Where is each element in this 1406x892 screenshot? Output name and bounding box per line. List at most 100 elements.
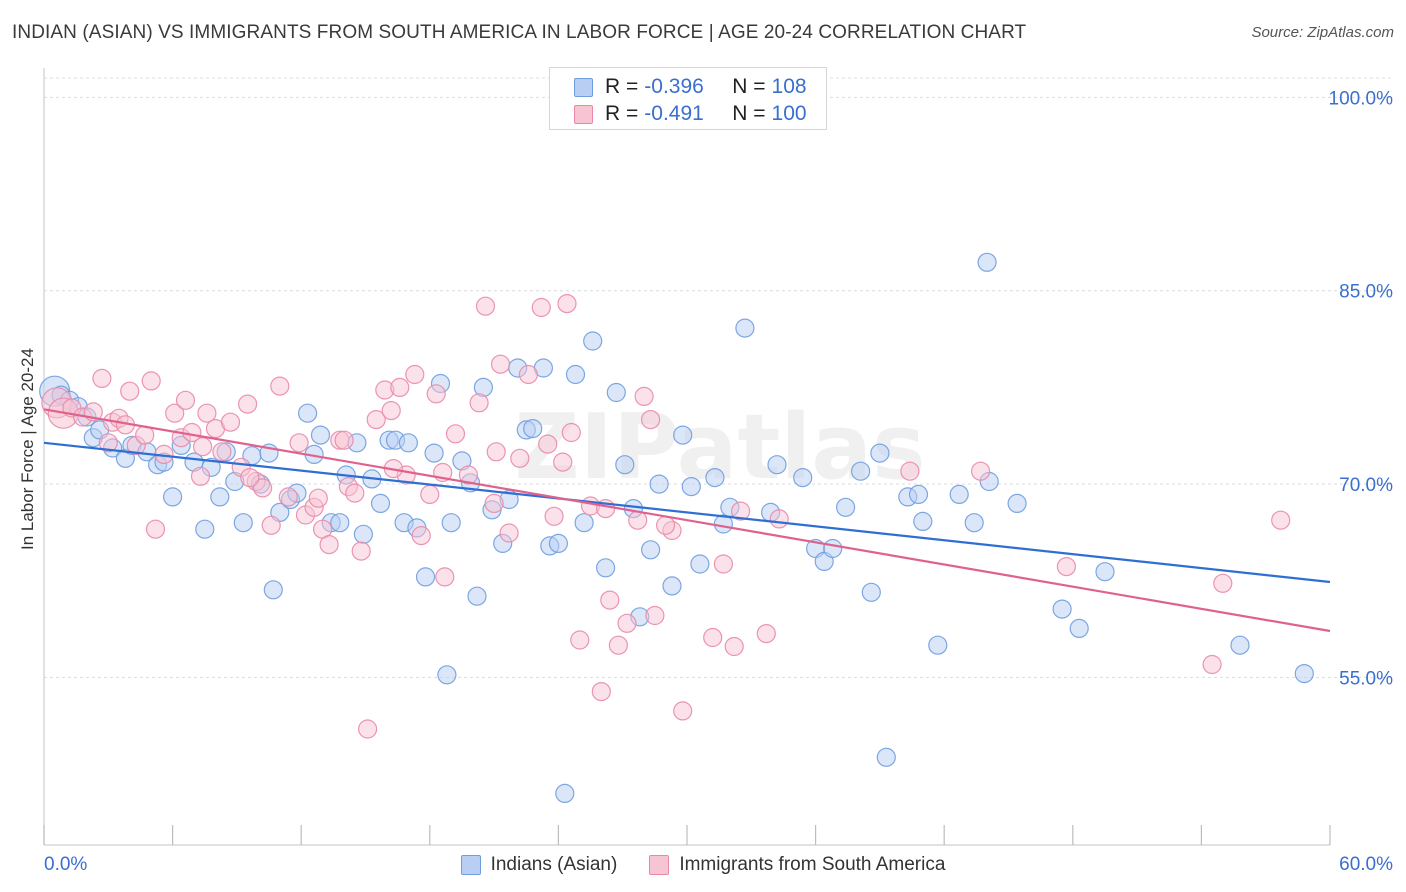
legend-label-indians: Indians (Asian) [490,854,618,875]
point-immigrants [655,515,676,535]
y-axis-label: In Labor Force | Age 20-24 [18,348,37,550]
point-immigrants [570,630,590,650]
point-immigrants [190,466,211,486]
point-immigrants [475,296,496,316]
point-indians [835,497,856,517]
point-indians [673,425,693,445]
legend-swatch-indians [460,855,481,875]
x-tick-label-max: 60.0% [1339,854,1393,875]
point-indians [163,487,183,507]
legend-swatch-immigrants [649,855,670,875]
point-indians [908,484,929,504]
point-indians [767,455,787,475]
point-immigrants [730,501,751,521]
point-immigrants [756,623,776,644]
point-immigrants [640,410,661,430]
point-immigrants [390,377,410,397]
point-immigrants [600,590,620,610]
legend-item-immigrants[interactable]: Immigrants from South America [649,854,945,876]
point-immigrants [769,509,789,529]
point-immigrants [469,393,489,413]
r-value: -0.491 [644,102,704,125]
point-immigrants [634,386,654,406]
y-tick-label: 70.0% [1339,475,1393,496]
point-immigrants [253,478,273,498]
stats-legend: R = -0.396 N = 108 R = -0.491 N = 100 [549,67,827,130]
point-indians [310,425,331,445]
point-indians [330,513,350,533]
point-indians [298,403,318,423]
point-immigrants [358,719,378,739]
r-label: R = [605,75,639,98]
point-immigrants [426,384,446,404]
point-immigrants [900,461,920,481]
point-indians [370,493,391,513]
legend-swatch-immigrants [574,104,593,124]
point-indians [793,468,813,488]
point-indians [913,511,933,532]
point-indians [548,533,569,554]
point-immigrants [544,506,564,526]
point-indians [565,364,586,385]
point-indians [353,524,373,544]
point-indians [964,513,984,533]
point-immigrants [141,371,161,391]
point-indians [263,580,283,600]
point-indians [1294,663,1314,684]
point-immigrants [420,484,440,504]
point-immigrants [713,554,734,574]
point-immigrants [98,433,118,453]
point-immigrants [557,294,577,314]
chart-title: INDIAN (ASIAN) VS IMMIGRANTS FROM SOUTH … [12,22,1027,43]
point-indians [398,433,418,453]
point-immigrants [238,394,258,414]
point-immigrants [175,390,196,410]
point-indians [210,487,230,507]
point-immigrants [673,701,693,721]
stats-row-immigrants: R = -0.491 N = 100 [574,101,807,127]
point-indians [681,477,701,497]
y-tick-label: 55.0% [1339,668,1393,689]
point-indians [615,455,635,475]
point-immigrants [531,297,551,318]
point-indians [876,747,896,767]
y-tick-label: 85.0% [1339,282,1393,303]
point-immigrants [617,613,637,633]
point-immigrants [1202,654,1222,675]
point-immigrants [351,541,371,561]
point-indians [595,558,616,578]
stats-row-indians: R = -0.396 N = 108 [574,74,807,100]
series-immigrants-points [41,294,1291,739]
point-immigrants [212,442,232,462]
point-immigrants [458,465,478,485]
point-immigrants [220,412,241,432]
legend-item-indians[interactable]: Indians (Asian) [460,854,618,876]
trend-line-indians [43,441,1331,584]
y-tick-label: 100.0% [1329,88,1394,109]
point-immigrants [970,461,991,481]
point-immigrants [445,424,466,444]
point-indians [1095,562,1115,582]
legend-label-immigrants: Immigrants from South America [679,854,946,875]
point-indians [424,443,444,463]
series-legend: Indians (Asian) Immigrants from South Am… [0,850,1406,880]
r-value: -0.396 [644,75,704,98]
point-indians [928,635,948,655]
point-indians [415,567,436,587]
point-indians [523,419,543,439]
point-immigrants [193,437,213,457]
point-indians [574,513,594,533]
point-immigrants [724,636,744,657]
point-indians [850,461,871,481]
point-immigrants [510,448,530,468]
point-immigrants [405,364,425,385]
point-immigrants [608,635,629,655]
point-indians [735,318,755,338]
point-indians [606,382,626,403]
y-tick-labels: 55.0% 70.0% 85.0% 100.0% [1329,88,1394,689]
point-indians [1052,599,1072,619]
point-indians [870,443,890,463]
point-immigrants [165,403,185,423]
point-immigrants [628,510,648,530]
